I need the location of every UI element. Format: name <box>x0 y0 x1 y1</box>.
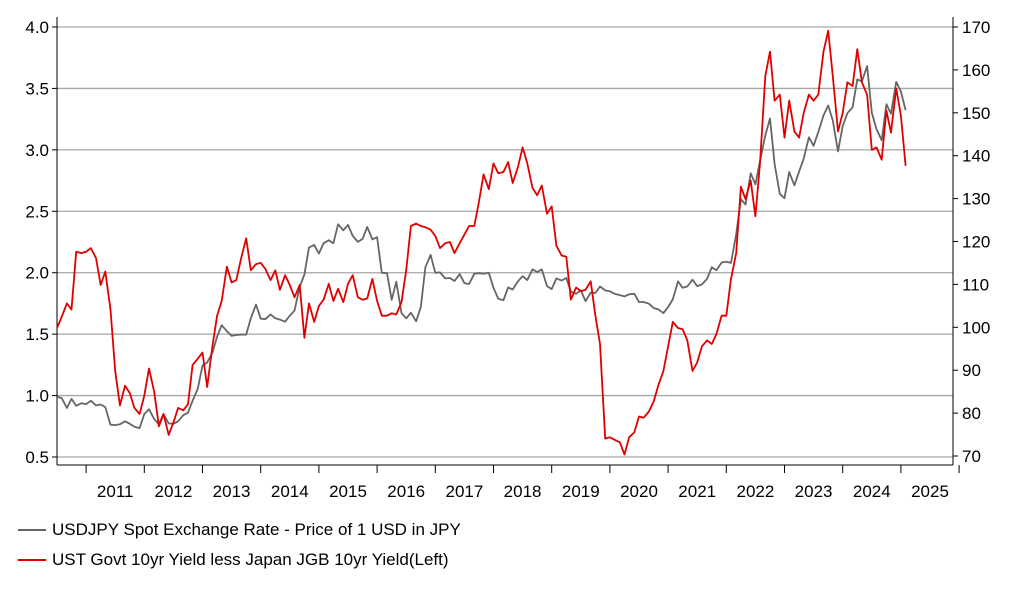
x-axis-tick-label: 2023 <box>795 482 833 501</box>
x-axis-tick-label: 2015 <box>329 482 367 501</box>
legend-label-spread: UST Govt 10yr Yield less Japan JGB 10yr … <box>52 550 449 569</box>
right-axis-tick-label: 90 <box>962 361 981 380</box>
x-axis-tick-labels: 2011 2012 2013 2014 2015 2016 2017 2018 2019 2020… <box>97 482 949 501</box>
left-axis-tick-label: 1.0 <box>25 387 49 406</box>
x-axis-tick-label: 2012 <box>154 482 192 501</box>
right-axis-tick-label: 100 <box>962 318 990 337</box>
right-axis-tick-label: 170 <box>962 18 990 37</box>
left-axis-tick-label: 4.0 <box>25 18 49 37</box>
x-axis-tick-label: 2025 <box>911 482 949 501</box>
x-axis-tick-label: 2011 <box>97 482 134 501</box>
gridlines <box>57 26 953 458</box>
right-axis-tick-label: 120 <box>962 233 990 252</box>
right-axis-tick-labels: 70 80 90 100 110 120 130 140 150 160 170 <box>962 18 990 466</box>
legend-item-usdjpy: USDJPY Spot Exchange Rate - Price of 1 U… <box>18 520 461 540</box>
left-axis-tick-label: 0.5 <box>25 448 49 467</box>
x-axis-tick-label: 2013 <box>213 482 251 501</box>
legend-label-usdjpy: USDJPY Spot Exchange Rate - Price of 1 U… <box>52 520 461 539</box>
left-axis-tick-label: 2.0 <box>25 264 49 283</box>
legend-swatch-usdjpy <box>18 529 46 531</box>
series-lines <box>56 29 907 456</box>
x-axis-tick-label: 2024 <box>853 482 891 501</box>
series-line-usdjpy <box>56 65 907 429</box>
left-axis-tick-labels: 0.5 1.0 1.5 2.0 2.5 3.0 3.5 4.0 <box>25 18 49 467</box>
right-axis-tick-label: 70 <box>962 447 981 466</box>
left-axis-tick-label: 1.5 <box>25 325 49 344</box>
x-axis-tick-label: 2020 <box>620 482 658 501</box>
axes <box>52 17 960 473</box>
x-axis-tick-label: 2016 <box>387 482 425 501</box>
x-axis-tick-label: 2021 <box>678 482 716 501</box>
left-axis-tick-label: 3.5 <box>25 79 49 98</box>
series-line-yield-spread <box>56 29 907 456</box>
left-axis-tick-label: 2.5 <box>25 202 49 221</box>
right-axis-tick-label: 80 <box>962 404 981 423</box>
right-axis-tick-label: 130 <box>962 190 990 209</box>
x-axis-tick-label: 2017 <box>445 482 483 501</box>
legend-item-spread: UST Govt 10yr Yield less Japan JGB 10yr … <box>18 550 449 570</box>
x-axis-tick-label: 2022 <box>736 482 774 501</box>
x-axis-tick-label: 2014 <box>271 482 309 501</box>
right-axis-tick-label: 150 <box>962 104 990 123</box>
x-axis-tick-label: 2019 <box>562 482 600 501</box>
right-axis-tick-label: 160 <box>962 61 990 80</box>
right-axis-tick-label: 110 <box>962 275 989 294</box>
legend-swatch-spread <box>18 559 46 561</box>
x-axis-tick-label: 2018 <box>504 482 542 501</box>
left-axis-tick-label: 3.0 <box>25 141 49 160</box>
right-axis-tick-label: 140 <box>962 147 990 166</box>
